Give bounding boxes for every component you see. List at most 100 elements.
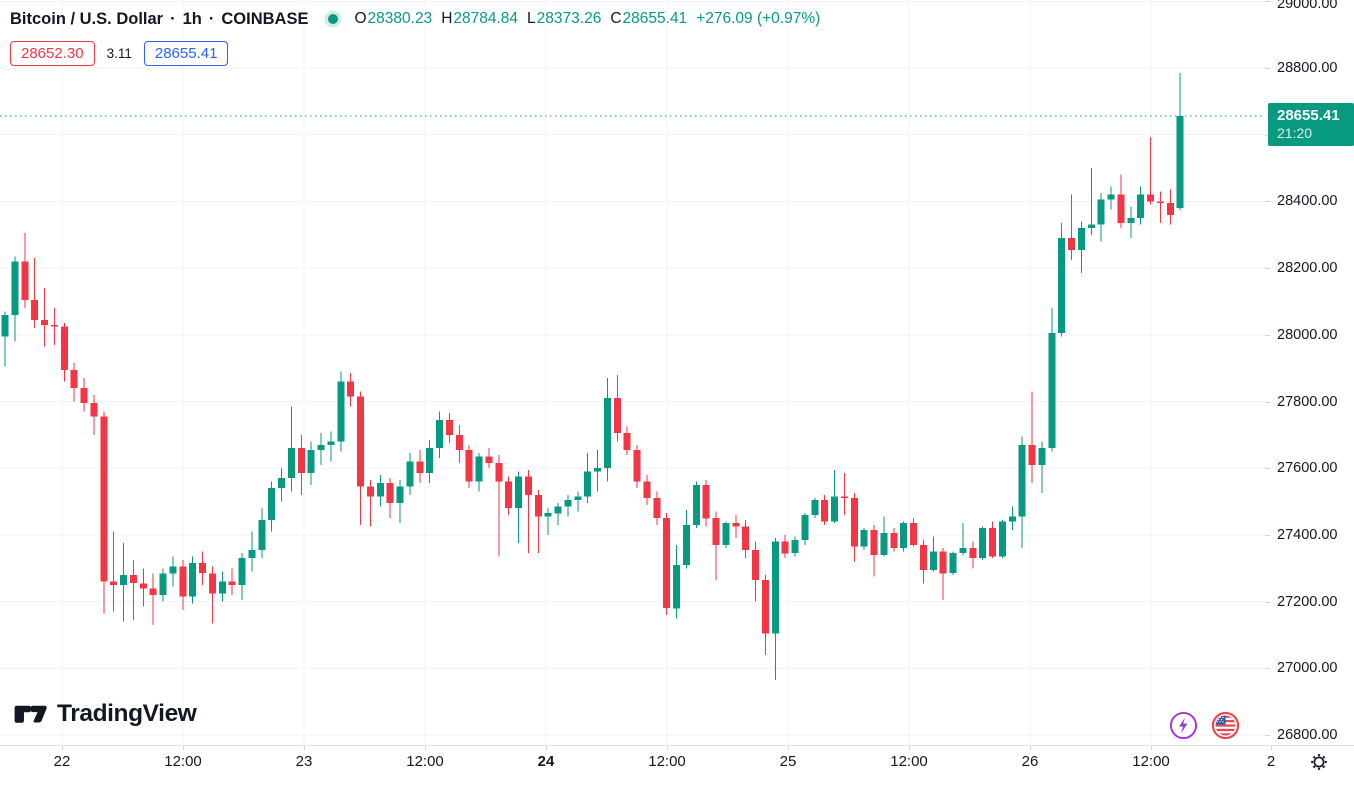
price-axis-label: 28000.00 xyxy=(1277,326,1338,343)
price-axis-tick xyxy=(1265,602,1270,603)
candle-body xyxy=(850,498,858,547)
price-axis-label: 27600.00 xyxy=(1277,460,1338,477)
candle-body xyxy=(485,456,493,464)
close-label: C xyxy=(610,10,622,27)
price-axis-label: 27800.00 xyxy=(1277,393,1338,410)
candle-body xyxy=(524,476,532,495)
candle-body xyxy=(752,549,759,580)
time-axis-label: 12:00 xyxy=(406,753,444,770)
candle-body xyxy=(653,498,661,519)
time-axis-tick xyxy=(667,746,668,750)
tradingview-logo-icon xyxy=(14,705,47,723)
candle-body xyxy=(564,499,572,507)
time-axis-tick xyxy=(183,746,184,750)
price-axis-tick xyxy=(1265,668,1270,669)
candle-body xyxy=(1127,218,1135,224)
candle-body xyxy=(248,549,256,559)
candle-body xyxy=(41,319,48,325)
market-status-icon[interactable] xyxy=(328,14,339,24)
price-axis-label: 28400.00 xyxy=(1277,193,1338,210)
candle-body xyxy=(1166,203,1174,215)
time-axis-label: 26 xyxy=(1021,753,1039,770)
candle-body xyxy=(791,539,799,554)
candle-body xyxy=(208,573,216,594)
exchange-label[interactable]: COINBASE xyxy=(221,9,309,28)
candle-body xyxy=(110,581,118,585)
candle-body xyxy=(949,553,957,574)
candle-body xyxy=(337,381,345,442)
candle-body xyxy=(455,434,463,450)
high-label: H xyxy=(441,10,453,27)
time-axis-label: 12:00 xyxy=(1132,753,1170,770)
candle-body xyxy=(623,433,631,450)
candle-body xyxy=(179,566,187,597)
candle-body xyxy=(426,448,434,474)
candle-body xyxy=(722,523,730,545)
sell-button[interactable]: 28652.30 xyxy=(10,41,95,66)
candle-body xyxy=(1038,448,1046,465)
time-axis-label: 23 xyxy=(295,753,313,770)
candle-body xyxy=(1137,194,1145,218)
price-axis-tick xyxy=(1265,468,1270,469)
candle-body xyxy=(515,476,522,509)
time-axis-tick xyxy=(788,746,789,750)
candle-body xyxy=(366,486,374,497)
candle-body xyxy=(1048,333,1056,449)
candle-body xyxy=(584,471,592,497)
tradingview-logo-text: TradingView xyxy=(57,700,197,727)
candle-body xyxy=(919,544,927,570)
candle-body xyxy=(505,481,513,509)
candle-body xyxy=(1,314,9,337)
candle-body xyxy=(297,448,305,474)
candle-body xyxy=(673,564,680,609)
tradingview-logo[interactable]: TradingView xyxy=(14,699,197,729)
candle-body xyxy=(465,449,473,482)
time-axis-tick xyxy=(1151,746,1152,750)
candle-body xyxy=(1058,238,1066,334)
current-price-time: 21:20 xyxy=(1277,125,1313,141)
price-axis-tick xyxy=(1265,735,1270,736)
us-flag-icon[interactable] xyxy=(1211,711,1240,740)
candle-body xyxy=(228,581,236,585)
price-axis-label: 28200.00 xyxy=(1277,260,1338,277)
interval-button[interactable]: 1h xyxy=(182,9,202,28)
separator: · xyxy=(170,9,176,28)
candle-body xyxy=(811,499,819,515)
price-axis-tick xyxy=(1265,135,1270,136)
buy-button[interactable]: 28655.41 xyxy=(143,41,229,66)
candle-body xyxy=(357,396,364,487)
candle-body xyxy=(890,533,898,549)
candle-body xyxy=(831,496,838,522)
candle-body xyxy=(120,574,127,585)
badge-group xyxy=(1169,711,1240,740)
price-axis-tick xyxy=(1265,1,1270,2)
symbol-title[interactable]: Bitcoin / U.S. Dollar xyxy=(10,9,164,28)
time-axis-label: 24 xyxy=(537,753,555,770)
price-axis[interactable]: 28655.41 21:20 29000.0028800.0028600.002… xyxy=(1265,0,1354,745)
candle-body xyxy=(801,514,809,540)
time-axis-label: 22 xyxy=(53,753,71,770)
current-price-tag: 28655.41 21:20 xyxy=(1268,103,1354,146)
candle-body xyxy=(436,419,443,449)
candle-body xyxy=(761,579,769,634)
price-axis-label: 28800.00 xyxy=(1277,60,1338,76)
candle-body xyxy=(416,461,424,474)
candle-body xyxy=(21,261,29,300)
candle-body xyxy=(1068,238,1075,250)
candle-body xyxy=(989,528,996,557)
candle-body xyxy=(347,381,355,397)
time-axis-tick xyxy=(62,746,63,750)
low-value: 28373.26 xyxy=(536,10,602,27)
gear-icon[interactable] xyxy=(1308,751,1330,773)
price-axis-label: 26800.00 xyxy=(1277,727,1338,743)
lightning-icon[interactable] xyxy=(1169,711,1198,740)
candle-body xyxy=(495,463,503,482)
ohlc-values: O 28380.23 H 28784.84 L 28373.26 C 28655.41 … xyxy=(354,10,820,28)
candle-body xyxy=(1008,516,1016,522)
time-axis[interactable]: 22 12:00 23 12:00 24 12:00 25 12:00 26 12:00 2 xyxy=(0,745,1354,787)
candle-body xyxy=(840,496,848,499)
candle-body xyxy=(633,449,641,482)
time-axis-tick xyxy=(304,746,305,750)
